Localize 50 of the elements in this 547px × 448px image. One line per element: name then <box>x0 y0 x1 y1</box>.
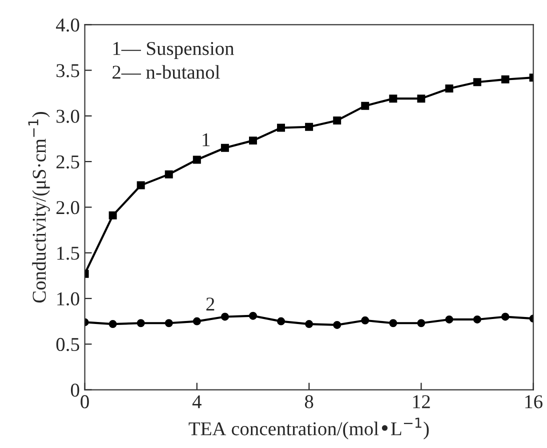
point <box>445 315 454 324</box>
point <box>417 94 426 103</box>
point <box>501 312 510 321</box>
y-tick-label: 1.0 <box>57 292 80 306</box>
x-axis-title: TEA concentration/(mol•L$^{−1}$) <box>188 418 429 440</box>
point <box>473 315 482 324</box>
y-tick-label: 1.5 <box>57 246 80 260</box>
x-tick-label: 16 <box>525 395 542 408</box>
y-tick-label: 0.5 <box>56 338 80 352</box>
point <box>501 75 510 84</box>
x-tick-label: 12 <box>413 395 430 408</box>
y-tick-label: 4.0 <box>56 18 80 32</box>
point <box>192 156 201 164</box>
point <box>305 320 314 328</box>
point <box>192 317 201 326</box>
point <box>248 312 257 320</box>
point <box>333 116 342 124</box>
point <box>361 316 370 324</box>
point <box>417 319 426 328</box>
point <box>277 317 286 326</box>
point <box>164 170 173 178</box>
x-tick-label: 4 <box>192 395 202 408</box>
y-tick-label: 3.0 <box>56 110 80 123</box>
point <box>220 312 229 321</box>
point <box>108 320 117 328</box>
point <box>361 102 370 110</box>
point <box>389 94 398 103</box>
point <box>164 319 173 328</box>
y-tick-label: 2.5 <box>56 155 80 169</box>
point <box>136 319 145 328</box>
point <box>136 181 145 190</box>
point <box>445 84 454 93</box>
point <box>220 144 229 152</box>
y-axis-title: Conductivity/(μS·cm$^{−1}$) <box>28 112 50 303</box>
annotation: 2 <box>206 298 214 310</box>
point <box>248 136 257 145</box>
point <box>277 124 286 132</box>
point <box>305 122 314 131</box>
y-tick-label: 3.5 <box>56 64 80 78</box>
point <box>108 211 117 220</box>
point <box>473 78 482 86</box>
y-tick-label: 2.0 <box>56 201 80 214</box>
point <box>333 320 342 329</box>
annotation: 1— Suspension <box>113 42 234 60</box>
x-tick-label: 8 <box>304 395 314 408</box>
annotation: 2— n-butanol <box>112 65 220 79</box>
point <box>389 319 398 328</box>
annotation: 1 <box>202 133 210 146</box>
y-tick-label: 0 <box>70 384 80 397</box>
x-tick-label: 0 <box>80 395 89 408</box>
